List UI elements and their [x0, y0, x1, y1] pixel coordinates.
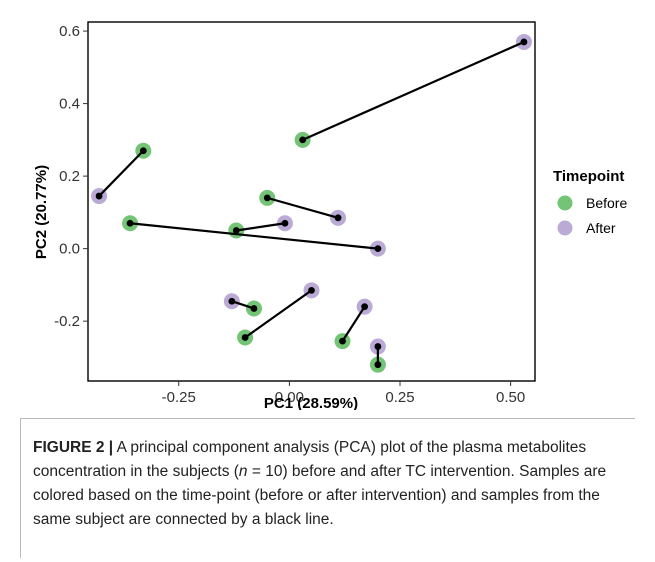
point-center-dot [232, 227, 240, 234]
point-center-dot [281, 219, 289, 227]
plot-area: -0.25 0.00 0.25 0.50 -0.2 0.0 0.2 0.4 0.6 [54, 21, 536, 406]
pca-chart: -0.25 0.00 0.25 0.50 -0.2 0.0 0.2 0.4 0.6 PC1 (2… [33, 21, 627, 410]
point-center-dot [228, 297, 236, 305]
point-center-dot [139, 147, 147, 155]
figure-label: FIGURE 2 | [33, 439, 114, 456]
point-center-dot [361, 303, 369, 311]
legend-swatch-before [557, 195, 573, 211]
x-tick-label: 0.25 [385, 389, 414, 406]
point-center-dot [241, 334, 249, 341]
point-center-dot [263, 194, 271, 202]
caption-text-1: A principal component analysis (PCA) plo… [33, 439, 587, 480]
point-center-dot [374, 361, 382, 369]
caption-left-rule [20, 418, 21, 558]
caption-divider [20, 418, 635, 419]
subject-connector-line [231, 300, 255, 310]
point-center-dot [339, 337, 346, 345]
y-axis-title: PC2 (20.77%) [33, 165, 50, 259]
subject-connector-line [129, 222, 378, 250]
legend-title: Timepoint [553, 168, 624, 185]
y-tick-label: 0.0 [59, 241, 80, 258]
point-center-dot [308, 286, 315, 294]
point-center-dot [374, 343, 382, 350]
legend-swatch-after [557, 220, 573, 236]
point-center-dot [334, 214, 342, 222]
subject-connector-line [266, 196, 339, 219]
point-center-dot [95, 192, 103, 200]
x-tick-label: -0.25 [162, 389, 196, 406]
x-tick-label: 0.00 [275, 389, 304, 406]
point-center-dot [520, 38, 528, 46]
point-center-dot [299, 136, 307, 144]
subject-connector-line [341, 306, 366, 342]
point-center-dot [126, 219, 134, 227]
y-tick-label: 0.4 [59, 96, 80, 113]
caption-text-2: = 10) before and after TC intervention. … [33, 463, 607, 528]
point-center-dot [250, 305, 258, 312]
y-tick-label: 0.6 [59, 23, 80, 40]
x-axis-title: PC1 (28.59%) [264, 395, 358, 410]
subject-connector-line [244, 289, 313, 339]
subject-connector-line [98, 149, 145, 197]
caption-n-symbol: n [238, 463, 248, 480]
x-tick-label: 0.50 [496, 389, 525, 406]
figure-caption: FIGURE 2 | A principal component analysi… [33, 436, 633, 532]
plot-border [87, 21, 536, 382]
y-tick-label: 0.2 [59, 168, 80, 185]
subject-connector-line [302, 40, 525, 141]
legend: Timepoint Before After [553, 168, 627, 236]
legend-label-after: After [586, 220, 616, 236]
subject-connector-line [236, 222, 286, 232]
point-center-dot [374, 245, 382, 253]
legend-label-before: Before [586, 195, 627, 211]
y-tick-label: -0.2 [54, 313, 80, 330]
